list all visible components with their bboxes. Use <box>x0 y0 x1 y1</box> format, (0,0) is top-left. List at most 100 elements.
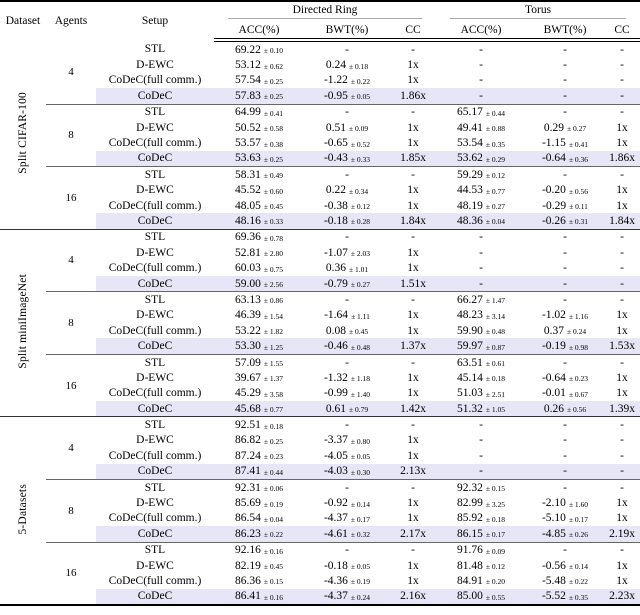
table-row: CoDeC(full comm.) 87.24 ± 0.23 -4.05 ± 0.05 1… <box>0 448 640 463</box>
setup-label: D-EWC <box>136 246 174 259</box>
metric-cell: -5.52 ± 0.35 <box>526 588 605 606</box>
header-group-torus: Torus <box>436 1 640 21</box>
metric-cell: 87.41 ± 0.44 <box>214 463 304 480</box>
metric-cell: - <box>479 262 483 275</box>
setup-label: CoDeC(full comm.) <box>108 199 202 212</box>
metric-cell: 91.76 ± 0.09 <box>436 541 527 558</box>
setup-label: CoDeC <box>96 526 214 542</box>
metric-cell: -0.19 ± 0.98 <box>526 338 605 355</box>
metric-cell: 85.00 ± 0.55 <box>436 588 527 606</box>
header-dr-acc: ACC(%) <box>214 21 304 42</box>
metric-cell: - <box>304 416 390 433</box>
metric-cell: - <box>304 166 390 183</box>
metric-cell: 1x <box>407 309 419 322</box>
metric-cell: 52.81 ± 2.80 <box>235 246 283 259</box>
dataset-label: Split CIFAR-100 <box>0 40 46 230</box>
metric-cell: -0.92 ± 0.14 <box>323 497 371 510</box>
setup-label: CoDeC <box>96 463 214 480</box>
metric-cell: 1x <box>616 184 628 197</box>
table-row: 8 STL 64.99 ± 0.41- -65.17 ± 0.44- - <box>0 103 640 167</box>
setup-label: STL <box>96 478 214 496</box>
table-row: CoDeC(full comm.) 60.03 ± 0.75 0.36 ± 1.01 1x… <box>0 260 640 275</box>
header-dr-cc: CC <box>390 21 437 42</box>
table-row: CoDeC(full comm.) 48.05 ± 0.45 -0.38 ± 0.12 1… <box>0 198 640 213</box>
metric-cell: 1x <box>407 497 419 510</box>
setup-label: STL <box>96 416 214 433</box>
table-row: CoDeC(full comm.) 57.54 ± 0.25 -1.22 ± 0.22 1… <box>0 73 640 88</box>
table-row: Split miniImageNet 4 STL 69.36 ± 0.78- - - - - <box>0 228 640 418</box>
metric-cell: 92.31 ± 0.06 <box>214 478 304 496</box>
metric-cell: 48.16 ± 0.33 <box>214 213 304 230</box>
metric-cell: - <box>563 434 567 447</box>
metric-cell: 1x <box>407 387 419 400</box>
metric-cell: 2.17x <box>390 526 437 542</box>
metric-cell: 45.52 ± 0.60 <box>235 184 283 197</box>
table-row: D-EWC 86.82 ± 0.25 -3.37 ± 0.80 1x - - - <box>0 433 640 448</box>
metric-cell: -5.10 ± 0.17 <box>541 512 589 525</box>
metric-cell: -0.18 ± 0.05 <box>323 559 371 572</box>
metric-cell: - <box>436 416 527 433</box>
metric-cell: 1.53x <box>604 338 640 355</box>
header-agents: Agents <box>54 15 88 27</box>
metric-cell: -0.64 ± 0.36 <box>526 150 605 167</box>
metric-cell: - <box>620 434 624 447</box>
setup-label: CoDeC(full comm.) <box>108 387 202 400</box>
agents-value: 8 <box>46 478 96 542</box>
metric-cell: 0.29 ± 0.27 <box>543 121 587 134</box>
metric-cell: -0.43 ± 0.33 <box>304 150 390 167</box>
table-row: CoDeC(full comm.) 45.29 ± 3.58 -0.99 ± 1.40 1… <box>0 386 640 401</box>
metric-cell: 86.23 ± 0.22 <box>214 526 304 542</box>
metric-cell: 1x <box>407 262 419 275</box>
metric-cell: - <box>526 478 605 496</box>
setup-label: STL <box>96 228 214 246</box>
table-row: D-EWC 85.69 ± 0.19 -0.92 ± 0.14 1x 82.99 ± 3.25… <box>0 495 640 510</box>
metric-cell: 45.29 ± 3.58 <box>235 387 283 400</box>
metric-cell: - <box>479 43 483 56</box>
metric-cell: 1x <box>407 371 419 384</box>
metric-cell: - <box>563 59 567 72</box>
metric-cell: 46.39 ± 1.54 <box>235 309 283 322</box>
metric-cell: - <box>604 291 640 308</box>
header-torus-bwt: BWT(%) <box>526 21 605 42</box>
metric-cell: 0.26 ± 0.56 <box>526 400 605 417</box>
metric-cell: -3.37 ± 0.80 <box>323 434 371 447</box>
metric-cell: - <box>604 541 640 558</box>
metric-cell: 1.84x <box>604 213 640 230</box>
metric-cell: - <box>563 43 567 56</box>
metric-cell: 1x <box>616 121 628 134</box>
metric-cell: 1x <box>407 434 419 447</box>
metric-cell: 1x <box>407 199 419 212</box>
table-row: CoDeC 53.30 ± 1.25 -0.46 ± 0.48 1.37x 59.97 ± 0… <box>0 338 640 355</box>
setup-label: STL <box>96 166 214 183</box>
metric-cell: -1.32 ± 1.18 <box>323 371 371 384</box>
metric-cell: 53.12 ± 0.62 <box>235 59 283 72</box>
metric-cell: 53.22 ± 1.82 <box>235 324 283 337</box>
metric-cell: - <box>604 463 640 480</box>
dataset-label: Split miniImageNet <box>0 228 46 418</box>
metric-cell: 69.22 ± 0.10 <box>235 43 283 56</box>
metric-cell: 1.85x <box>390 150 437 167</box>
metric-cell: 1x <box>407 121 419 134</box>
table-row: D-EWC 45.52 ± 0.60 0.22 ± 0.34 1x 44.53 ± 0.77 -… <box>0 183 640 198</box>
metric-cell: - <box>304 478 390 496</box>
metric-cell: -0.64 ± 0.23 <box>541 371 589 384</box>
metric-cell: 1x <box>407 184 419 197</box>
metric-cell: 1x <box>616 559 628 572</box>
metric-cell: - <box>563 449 567 462</box>
metric-cell: - <box>604 166 640 183</box>
setup-label: CoDeC(full comm.) <box>108 262 202 275</box>
metric-cell: 69.36 ± 0.78 <box>214 228 304 246</box>
metric-cell: 1x <box>616 497 628 510</box>
setup-label: D-EWC <box>136 559 174 572</box>
header-dr-bwt: BWT(%) <box>304 21 390 42</box>
metric-cell: -0.38 ± 0.12 <box>323 199 371 212</box>
metric-cell: - <box>604 478 640 496</box>
metric-cell: 45.14 ± 0.18 <box>457 371 506 384</box>
metric-cell: - <box>390 103 437 120</box>
metric-cell: -4.85 ± 0.26 <box>526 526 605 542</box>
metric-cell: - <box>526 463 605 480</box>
metric-cell: 44.53 ± 0.77 <box>457 184 506 197</box>
metric-cell: 1x <box>616 324 628 337</box>
metric-cell: -0.26 ± 0.31 <box>526 213 605 230</box>
metric-cell: 53.62 ± 0.29 <box>436 150 527 167</box>
